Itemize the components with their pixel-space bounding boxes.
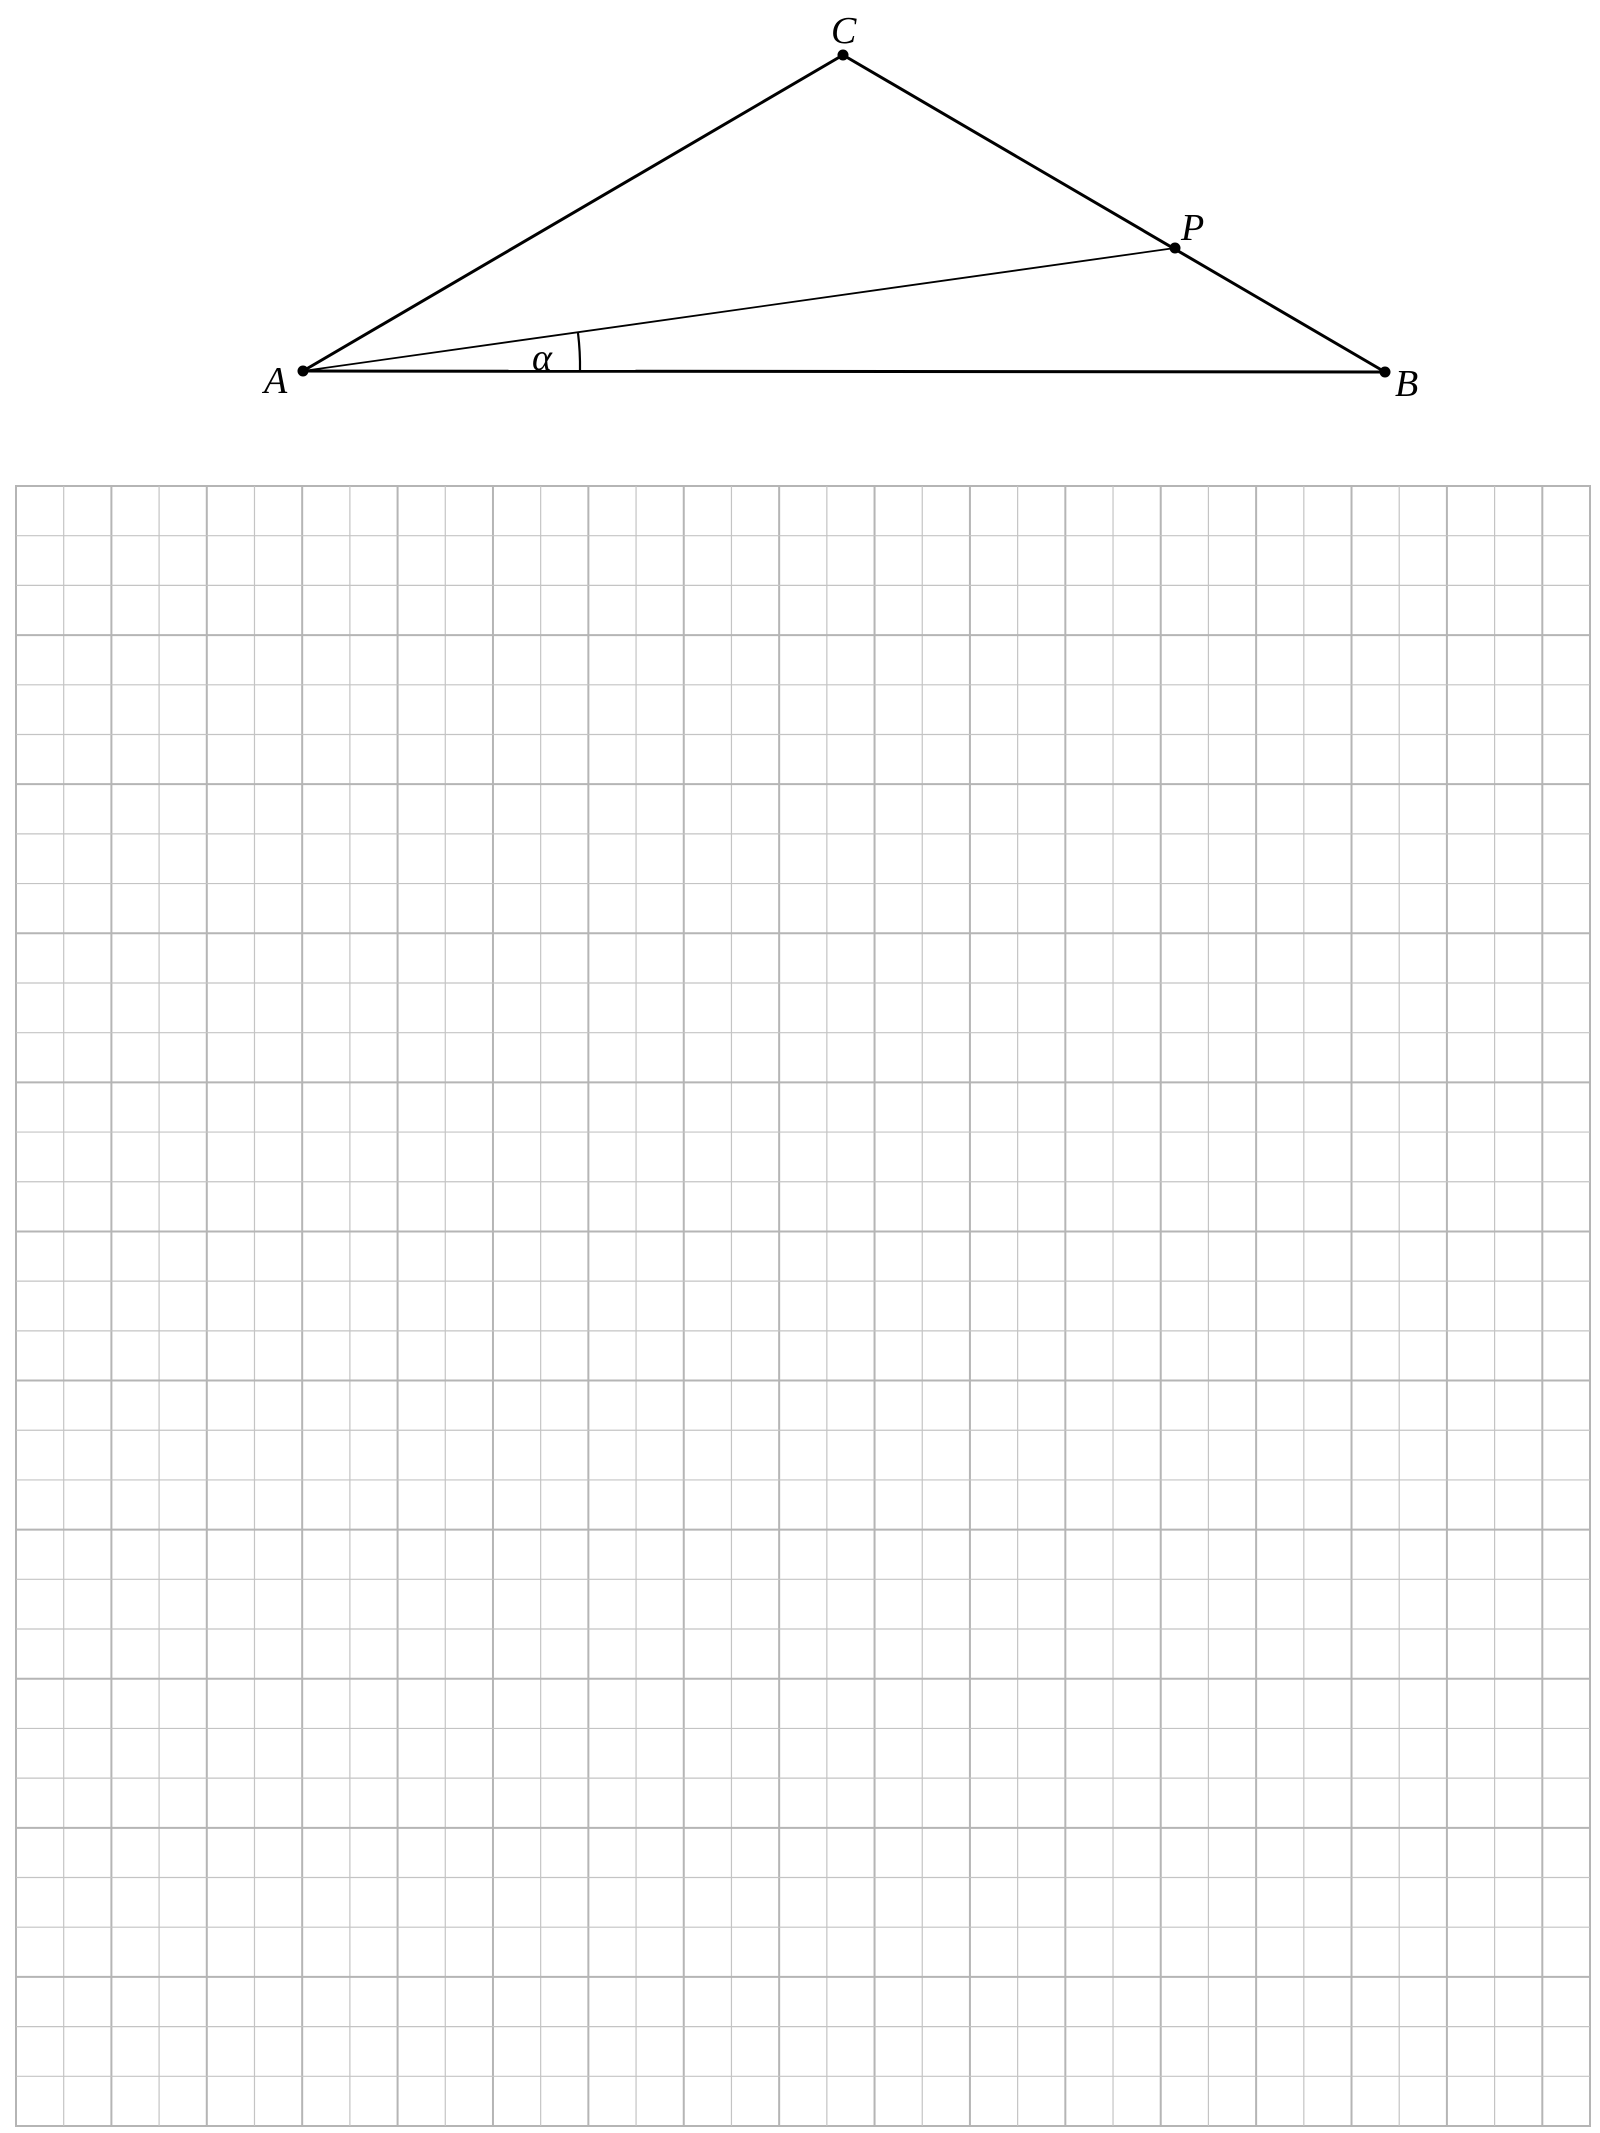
point-label-p: P [1180,207,1204,249]
point-c [837,49,849,61]
angle-label-alpha: α [532,337,553,379]
segment-a-b [302,369,1386,374]
point-p [1169,242,1181,254]
segment-a-p [302,247,1176,372]
point-label-a: A [261,360,288,402]
segment-a-c [302,53,844,373]
point-label-c: C [831,10,857,52]
point-label-b: B [1395,363,1418,405]
grid-frame [15,485,1591,2127]
segment-c-b [842,53,1386,374]
point-b [1379,366,1391,378]
triangle-diagram: A B C P α [261,10,1418,405]
grid-paper [15,485,1591,2127]
angle-alpha-arc [576,332,582,372]
point-a [297,365,309,377]
